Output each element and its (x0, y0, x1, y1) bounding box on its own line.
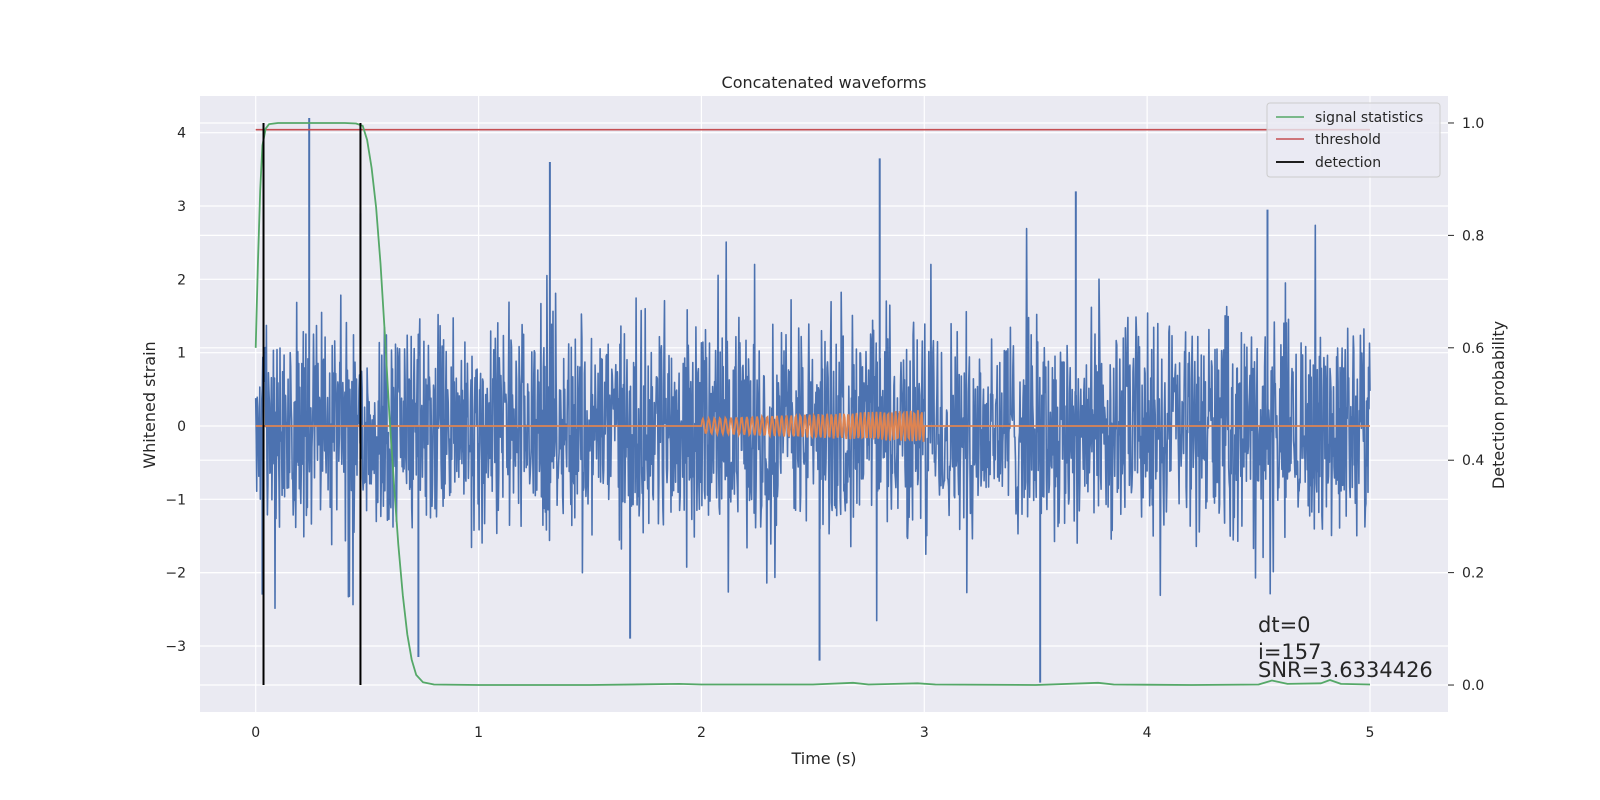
injected-signal-series (255, 410, 1370, 442)
right-axis-label: Detection probability (1489, 321, 1508, 489)
annotation-snr: SNR=3.6334426 (1258, 658, 1433, 682)
y-tick-label: 0 (177, 419, 186, 435)
series-group (254, 118, 1371, 686)
x-tick-label: 0 (251, 725, 260, 741)
annotation-index: i=157 (1258, 640, 1322, 664)
legend-label-signal-statistics: signal statistics (1315, 110, 1423, 126)
right-tick-label: 0.2 (1462, 566, 1484, 582)
right-tick-label: 0.4 (1462, 453, 1484, 469)
chart-title: Concatenated waveforms (722, 73, 927, 92)
y-axis-ticks: −3 −2 −1 0 1 2 3 4 (165, 126, 186, 655)
x-axis-label: Time (s) (790, 749, 856, 768)
x-tick-label: 4 (1143, 725, 1152, 741)
signal-statistics-series (254, 122, 1371, 686)
annotation-dt: dt=0 (1258, 613, 1311, 637)
right-tick-label: 0.0 (1462, 678, 1484, 694)
right-tick-label: 1.0 (1462, 116, 1484, 132)
y-tick-label: 1 (177, 346, 186, 362)
y-tick-label: 3 (177, 199, 186, 215)
legend: signal statistics threshold detection (1266, 102, 1441, 178)
legend-label-threshold: threshold (1315, 132, 1381, 148)
whitened-strain-series (254, 224, 1371, 622)
y-tick-label: −1 (165, 492, 186, 508)
x-tick-label: 5 (1366, 725, 1375, 741)
right-tick-label: 0.6 (1462, 341, 1484, 357)
legend-label-detection: detection (1315, 155, 1381, 171)
series-layer (254, 118, 1371, 686)
legend-box (1266, 102, 1441, 178)
y-axis-label: Whitened strain (140, 341, 159, 468)
x-tick-label: 3 (920, 725, 929, 741)
y-tick-label: 4 (177, 126, 186, 142)
x-tick-label: 1 (474, 725, 483, 741)
right-axis-ticks: 0.0 0.2 0.4 0.6 0.8 1.0 (1448, 116, 1484, 694)
x-axis-ticks: 0 1 2 3 4 5 (251, 725, 1374, 741)
y-tick-label: −2 (165, 566, 186, 582)
y-tick-label: 2 (177, 272, 186, 288)
y-tick-label: −3 (165, 639, 186, 655)
right-tick-label: 0.8 (1462, 228, 1484, 244)
x-tick-label: 2 (697, 725, 706, 741)
